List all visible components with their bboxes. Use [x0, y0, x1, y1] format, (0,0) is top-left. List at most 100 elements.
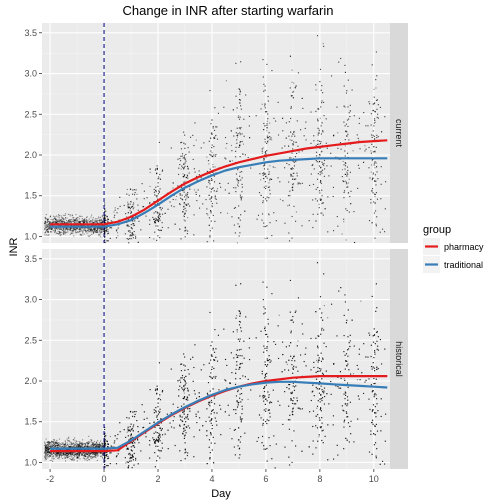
- data-point: [50, 446, 52, 448]
- data-point: [303, 135, 305, 137]
- data-point: [91, 444, 93, 446]
- data-point: [94, 220, 96, 222]
- data-point: [337, 386, 339, 388]
- data-point: [107, 232, 110, 234]
- data-point: [45, 221, 47, 223]
- data-point: [95, 441, 98, 443]
- data-point: [180, 168, 182, 170]
- data-point: [318, 207, 320, 209]
- data-point: [347, 133, 349, 135]
- data-point: [55, 452, 57, 454]
- data-point: [48, 447, 50, 449]
- data-point: [244, 210, 246, 212]
- data-point: [344, 150, 346, 152]
- data-point: [47, 218, 49, 220]
- data-point: [241, 183, 243, 185]
- data-point: [375, 162, 377, 164]
- data-point: [73, 228, 75, 230]
- data-point: [375, 223, 377, 225]
- data-point: [79, 453, 81, 455]
- data-point: [131, 235, 133, 237]
- data-point: [63, 444, 65, 446]
- data-point: [284, 167, 286, 169]
- data-point: [281, 117, 284, 119]
- data-point: [296, 172, 298, 174]
- data-point: [104, 219, 106, 221]
- data-point: [132, 237, 134, 239]
- data-point: [102, 446, 104, 449]
- data-point: [340, 148, 342, 150]
- data-point: [130, 227, 132, 229]
- data-point: [56, 455, 58, 458]
- data-point: [91, 446, 93, 448]
- data-point: [235, 95, 237, 97]
- data-point: [73, 442, 75, 444]
- data-point: [182, 173, 184, 175]
- data-point: [137, 217, 139, 219]
- data-point: [72, 217, 74, 219]
- data-point: [157, 216, 159, 218]
- data-point: [104, 441, 106, 443]
- data-point: [132, 225, 135, 227]
- data-point: [92, 451, 94, 454]
- data-point: [99, 452, 101, 454]
- data-point: [80, 452, 82, 454]
- data-point: [70, 219, 72, 221]
- data-point: [72, 458, 74, 460]
- data-point: [318, 143, 320, 145]
- data-point: [179, 193, 181, 195]
- data-point: [380, 183, 382, 185]
- data-point: [292, 144, 294, 146]
- data-point: [374, 174, 376, 176]
- data-point: [184, 230, 186, 232]
- data-point: [223, 106, 225, 108]
- data-point: [180, 142, 182, 144]
- data-point: [85, 220, 87, 222]
- data-point: [159, 237, 161, 239]
- data-point: [52, 444, 54, 446]
- data-point: [264, 163, 266, 165]
- data-point: [110, 220, 112, 222]
- data-point: [77, 452, 79, 454]
- data-point: [241, 196, 243, 198]
- data-point: [346, 131, 348, 133]
- data-point: [186, 165, 189, 167]
- data-point: [273, 117, 275, 119]
- data-point: [319, 143, 322, 145]
- data-point: [295, 160, 297, 162]
- data-point: [100, 218, 102, 220]
- data-point: [372, 188, 374, 190]
- data-point: [75, 219, 77, 221]
- data-point: [85, 455, 87, 458]
- data-point: [186, 195, 188, 197]
- data-point: [344, 162, 346, 164]
- data-point: [220, 186, 222, 188]
- data-point: [178, 167, 180, 169]
- data-point: [127, 212, 129, 214]
- data-point: [111, 227, 113, 229]
- data-point: [57, 457, 59, 459]
- data-point: [102, 452, 104, 455]
- data-point: [104, 221, 106, 223]
- data-point: [94, 220, 96, 222]
- data-point: [48, 227, 50, 230]
- data-point: [97, 222, 99, 224]
- data-point: [47, 219, 49, 221]
- data-point: [132, 223, 134, 225]
- data-point: [52, 444, 54, 447]
- data-point: [50, 453, 52, 455]
- data-point: [68, 446, 70, 448]
- data-point: [72, 449, 74, 451]
- data-point: [154, 203, 156, 205]
- data-point: [149, 168, 151, 170]
- data-point: [223, 106, 225, 108]
- data-point: [44, 222, 46, 225]
- data-point: [48, 456, 50, 458]
- data-point: [135, 189, 137, 191]
- data-point: [148, 203, 151, 205]
- data-point: [68, 453, 70, 455]
- data-point: [374, 151, 376, 153]
- data-point: [210, 150, 212, 152]
- data-point: [104, 232, 106, 235]
- data-point: [79, 221, 81, 223]
